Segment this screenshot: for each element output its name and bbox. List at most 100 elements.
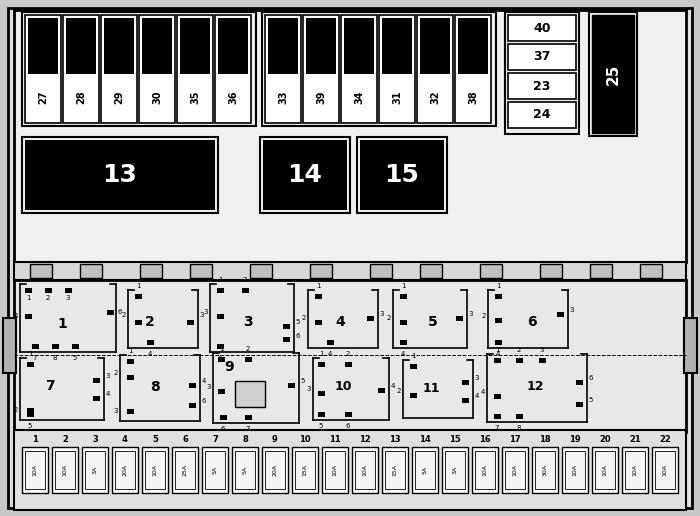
Bar [318,362,325,366]
Bar [540,264,562,278]
Text: 5: 5 [301,378,305,384]
Bar [3,318,16,373]
Text: 5A: 5A [423,466,428,474]
Text: 10A: 10A [603,464,608,476]
Text: 20A: 20A [272,464,277,476]
Text: 13: 13 [389,436,401,444]
Bar [538,358,545,363]
Bar [415,451,435,489]
Text: 4: 4 [401,351,405,357]
Text: 3: 3 [206,384,211,390]
Bar [535,451,555,489]
Text: 25A: 25A [183,464,188,476]
Bar [382,447,408,493]
Bar [508,15,576,41]
Text: 3: 3 [204,309,209,315]
Text: 3: 3 [469,311,473,317]
Text: 35: 35 [190,90,200,104]
Bar [32,344,38,348]
Bar [101,15,137,123]
Bar [14,280,686,432]
Text: 15: 15 [384,163,419,187]
Text: 10A: 10A [662,464,668,476]
Bar [265,451,285,489]
Text: 4: 4 [328,351,332,357]
Bar [188,382,195,388]
Bar [352,447,378,493]
Bar [640,264,662,278]
Bar [494,394,500,398]
Text: 1: 1 [136,283,140,289]
Text: 2: 2 [14,407,18,413]
Bar [306,18,336,74]
Bar [205,451,225,489]
Text: 6: 6 [295,333,300,339]
Bar [215,15,251,123]
Bar [360,140,444,210]
Bar [82,447,108,493]
Text: 20: 20 [599,436,611,444]
Bar [52,447,78,493]
Text: 21: 21 [629,436,641,444]
Text: 25: 25 [606,63,620,85]
Bar [202,447,228,493]
Bar [494,317,501,322]
Bar [575,401,582,407]
Text: 4: 4 [218,355,222,361]
Bar [370,264,392,278]
Text: 14: 14 [419,436,431,444]
Text: 1: 1 [495,347,499,353]
Bar [142,18,172,74]
Bar [66,18,96,74]
Text: 3: 3 [92,436,98,444]
Bar [475,451,495,489]
Text: 3: 3 [379,311,384,317]
Bar [216,287,223,293]
Text: 10A: 10A [153,464,158,476]
Bar [455,15,491,123]
Text: 15A: 15A [302,464,307,476]
Text: 6: 6 [220,426,225,432]
Text: 7: 7 [246,426,251,432]
Text: 22: 22 [659,436,671,444]
Bar [25,451,45,489]
Bar [106,310,113,314]
Bar [241,287,248,293]
Bar [344,362,351,366]
Bar [314,319,321,325]
Bar [400,340,407,345]
Text: 12: 12 [359,436,371,444]
Text: 4: 4 [13,313,18,319]
Bar [508,44,576,70]
Text: 18: 18 [539,436,551,444]
Bar [112,447,138,493]
Bar [595,451,615,489]
Text: 1: 1 [28,351,32,357]
Bar [367,315,374,320]
Text: 4: 4 [148,351,152,357]
Text: 4: 4 [122,436,128,444]
Text: 2: 2 [387,315,391,321]
Text: 30A: 30A [542,464,547,476]
Text: 5: 5 [28,423,32,429]
Text: 6: 6 [346,423,350,429]
Text: 5A: 5A [242,466,248,474]
Bar [145,451,165,489]
Bar [410,363,416,368]
Bar [22,12,256,126]
Bar [502,447,528,493]
Text: 36: 36 [228,90,238,104]
Bar [357,137,447,213]
Text: 2: 2 [346,351,350,357]
Bar [14,262,686,280]
Text: 19: 19 [569,436,581,444]
Bar [480,264,502,278]
Bar [64,287,71,293]
Bar [556,312,564,316]
Bar [417,15,453,123]
Text: 6: 6 [202,398,206,404]
Text: 7: 7 [46,379,55,393]
Bar [385,451,405,489]
Text: 4: 4 [106,391,110,397]
Bar [63,15,99,123]
